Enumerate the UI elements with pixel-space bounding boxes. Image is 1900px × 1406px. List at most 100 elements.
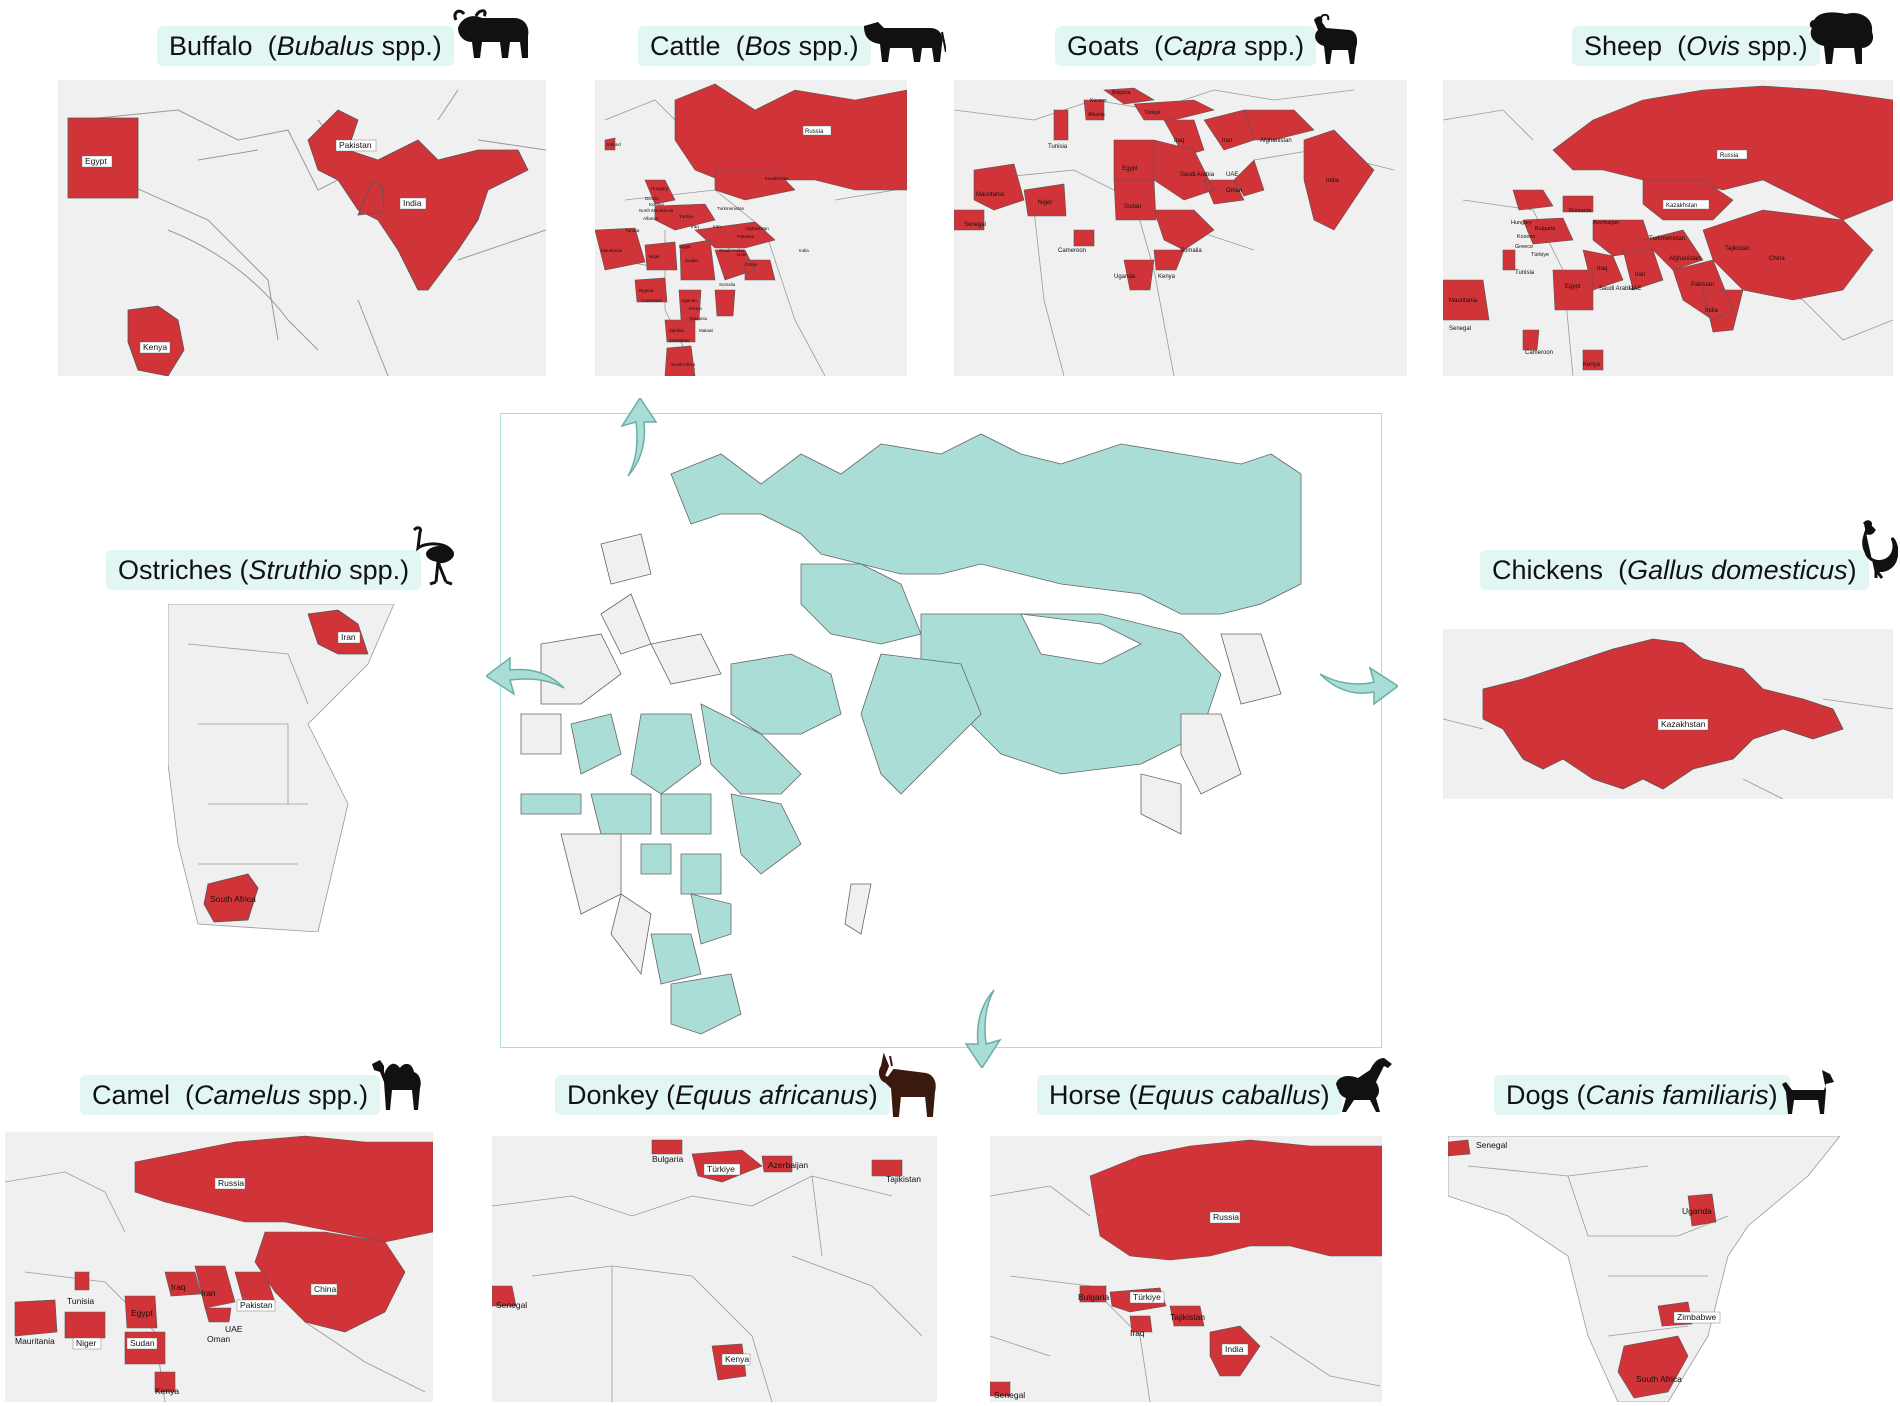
svg-text:Iraq: Iraq (171, 1282, 186, 1292)
map-canvas: Iran South Africa (168, 604, 394, 932)
svg-text:India: India (1705, 308, 1719, 314)
donkey-icon (878, 1052, 936, 1117)
region-kazakhstan (1482, 638, 1844, 790)
sheep-icon (1809, 12, 1874, 64)
svg-text:Bulgaria: Bulgaria (1535, 226, 1556, 232)
svg-text:Turkmenistan: Turkmenistan (717, 206, 745, 211)
svg-text:Tunisia: Tunisia (67, 1296, 94, 1306)
map-canvas: Russia Kazakhstan Romania Hungary Bulgar… (1443, 80, 1893, 376)
region-russia (674, 83, 907, 191)
panel-label: Sheep (Ovis spp.) (1572, 26, 1820, 66)
svg-text:India: India (1326, 178, 1340, 184)
svg-text:Kosovo: Kosovo (649, 202, 665, 207)
goat-icon (1314, 14, 1358, 64)
map-canvas: Russia Bulgaria Türkiye Tajikistan Iraq … (990, 1136, 1382, 1402)
svg-text:Iraq: Iraq (1174, 138, 1184, 144)
svg-text:Senegal: Senegal (1449, 326, 1471, 332)
arrow-up (620, 398, 658, 477)
region-russia (670, 433, 1302, 615)
svg-text:Senegal: Senegal (496, 1300, 527, 1310)
map-sheep: Russia Kazakhstan Romania Hungary Bulgar… (1443, 80, 1893, 376)
svg-text:Niger: Niger (76, 1338, 96, 1348)
svg-text:Turkmenistan: Turkmenistan (1649, 236, 1685, 242)
svg-text:Kosovo: Kosovo (1517, 234, 1535, 240)
svg-text:Somalia: Somalia (719, 282, 736, 287)
svg-text:Azerbaijan: Azerbaijan (1593, 220, 1619, 226)
svg-text:Egypt: Egypt (85, 156, 107, 166)
camel-icon (372, 1060, 421, 1110)
svg-text:Albania: Albania (643, 216, 659, 221)
panel-label: Horse (Equus caballus) (1037, 1075, 1342, 1115)
svg-text:Kenya: Kenya (1158, 274, 1176, 280)
arrow-right (1319, 666, 1398, 706)
svg-text:Pakistan: Pakistan (1691, 282, 1714, 288)
svg-text:Iran: Iran (201, 1288, 216, 1298)
svg-text:Mauritania: Mauritania (1449, 298, 1478, 304)
svg-text:Uganda: Uganda (1682, 1206, 1712, 1216)
svg-text:Senegal: Senegal (994, 1390, 1025, 1400)
svg-text:Tajikistan: Tajikistan (886, 1174, 921, 1184)
panel-label: Buffalo (Bubalus spp.) (157, 26, 454, 66)
svg-text:Mauritania: Mauritania (15, 1336, 55, 1346)
svg-text:UAE: UAE (1629, 286, 1641, 292)
buffalo-icon (453, 9, 529, 58)
svg-text:Tunisia: Tunisia (625, 228, 640, 233)
arrow-down (964, 989, 1002, 1068)
svg-text:Uganda: Uganda (1114, 274, 1136, 280)
svg-text:Pakistan: Pakistan (737, 234, 755, 239)
svg-text:Cameroon: Cameroon (641, 298, 663, 303)
svg-text:Kosovo: Kosovo (1090, 98, 1107, 104)
svg-text:Egypt: Egypt (1122, 166, 1138, 172)
svg-text:South Africa: South Africa (210, 894, 256, 904)
svg-text:Albania: Albania (1088, 112, 1105, 118)
svg-text:China: China (1769, 256, 1785, 262)
map-ostriches: Iran South Africa (168, 604, 394, 932)
svg-text:Türkiye: Türkiye (1531, 252, 1549, 258)
svg-text:Russia: Russia (1720, 153, 1739, 159)
svg-text:Bulgaria: Bulgaria (1112, 90, 1131, 96)
svg-text:Russia: Russia (1213, 1212, 1239, 1222)
svg-text:Egypt: Egypt (1565, 284, 1581, 290)
panel-label: Camel (Camelus spp.) (80, 1075, 381, 1115)
svg-text:Uganda: Uganda (681, 298, 697, 303)
svg-text:Iran: Iran (713, 224, 721, 229)
svg-text:Kenya: Kenya (689, 306, 702, 311)
map-donkey: Bulgaria Türkiye Azerbaijan Tajikistan S… (492, 1136, 937, 1402)
svg-text:Azerbaijan: Azerbaijan (768, 1160, 808, 1170)
svg-text:Senegal: Senegal (964, 222, 986, 228)
panel-label: Ostriches (Struthio spp.) (106, 550, 422, 590)
svg-text:Hungary: Hungary (1511, 220, 1532, 226)
svg-text:Zimbabwe: Zimbabwe (1677, 1312, 1716, 1322)
map-canvas: Bulgaria Kosovo Albania Türkiye Tunisia … (954, 80, 1407, 376)
svg-text:Cameroon: Cameroon (1525, 350, 1553, 356)
svg-text:Malawi: Malawi (699, 328, 713, 333)
svg-text:Iran: Iran (1635, 272, 1645, 278)
svg-text:Bulgaria: Bulgaria (1078, 1292, 1109, 1302)
map-goats: Bulgaria Kosovo Albania Türkiye Tunisia … (954, 80, 1407, 376)
arrow-left (486, 656, 565, 696)
cow-icon (864, 22, 946, 62)
svg-text:Greece: Greece (1515, 244, 1533, 250)
map-canvas: Russia Ireland Hungary Kazakhstan Bosnia… (595, 80, 907, 376)
map-cattle: Russia Ireland Hungary Kazakhstan Bosnia… (595, 80, 907, 376)
dog-icon (1782, 1070, 1834, 1114)
svg-text:Tunisia: Tunisia (1048, 144, 1068, 150)
svg-text:Afghanistan: Afghanistan (745, 226, 769, 231)
region-south-africa (203, 873, 259, 923)
svg-text:Cameroon: Cameroon (1058, 248, 1086, 254)
svg-text:India: India (1225, 1344, 1244, 1354)
svg-text:Kenya: Kenya (143, 342, 167, 352)
svg-text:Iran: Iran (341, 632, 356, 642)
svg-text:Oman: Oman (1226, 188, 1242, 194)
svg-text:Mauritania: Mauritania (601, 248, 623, 253)
svg-text:Tunisia: Tunisia (1515, 270, 1535, 276)
svg-text:Mauritania: Mauritania (976, 192, 1005, 198)
map-horse: Russia Bulgaria Türkiye Tajikistan Iraq … (990, 1136, 1382, 1402)
map-dogs: Senegal Uganda Zimbabwe South Africa (1448, 1136, 1840, 1402)
svg-text:Kenya: Kenya (155, 1386, 179, 1396)
horse-icon (1336, 1058, 1392, 1112)
map-canvas: Senegal Uganda Zimbabwe South Africa (1448, 1136, 1840, 1402)
svg-text:Pakistan: Pakistan (339, 140, 372, 150)
map-canvas (520, 433, 1302, 1035)
svg-text:Saudi Arabia: Saudi Arabia (1599, 286, 1634, 292)
